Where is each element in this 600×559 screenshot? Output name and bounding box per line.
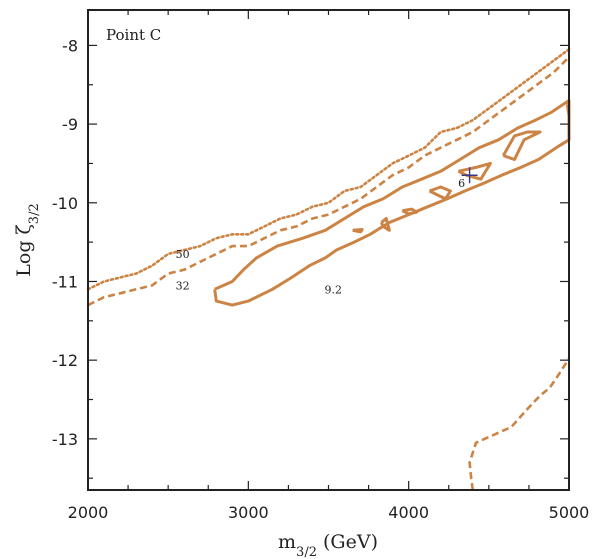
x-axis-title-rest: (GeV): [317, 531, 378, 553]
contour-line-0: [86, 48, 571, 291]
x-tick-label: 3000: [228, 503, 269, 522]
y-axis-title-sub: 3/2: [27, 203, 42, 224]
x-tick-label: 4000: [388, 503, 429, 522]
contour-line-2: [213, 99, 571, 307]
y-tick-label: -11: [52, 272, 78, 291]
contour-line-8: [352, 228, 364, 234]
contour-label-3: 6: [458, 177, 465, 190]
panel-label: Point C: [106, 26, 161, 44]
contour-label-0: 50: [176, 248, 190, 261]
best-fit-marker: [461, 167, 478, 184]
y-axis-title: Log ζ3/2: [13, 203, 42, 276]
marker-layer: [461, 167, 478, 184]
x-axis-title: m3/2 (GeV): [278, 531, 378, 559]
contour-line-6: [401, 207, 419, 216]
contour-labels: 50 32 9.2 6: [176, 177, 465, 296]
y-tick-label: -12: [52, 351, 78, 370]
x-tick-label: 5000: [549, 503, 590, 522]
contour-line-5: [428, 185, 452, 201]
y-tick-label: -10: [52, 194, 78, 213]
y-tick-label: -8: [62, 36, 78, 55]
contour-label-1: 32: [176, 279, 190, 292]
x-axis-title-sub: 3/2: [296, 545, 317, 559]
contour-label-2: 9.2: [325, 283, 343, 296]
axis-ticks: 2000 3000 4000 5000 -8 -9 -10 -11 -12 -13: [52, 10, 590, 522]
contour-line-10: [468, 357, 571, 491]
contour-line-7: [380, 217, 391, 232]
x-axis-title-main: m: [278, 531, 296, 553]
contour-line-3: [501, 130, 542, 161]
y-tick-label: -13: [52, 430, 78, 449]
y-axis-title-main: Log ζ: [13, 224, 35, 277]
contour-layer: [86, 48, 571, 491]
y-tick-label: -9: [62, 115, 78, 134]
contour-line-1: [87, 56, 570, 307]
x-tick-label: 2000: [68, 503, 109, 522]
plot-frame: [87, 9, 570, 491]
